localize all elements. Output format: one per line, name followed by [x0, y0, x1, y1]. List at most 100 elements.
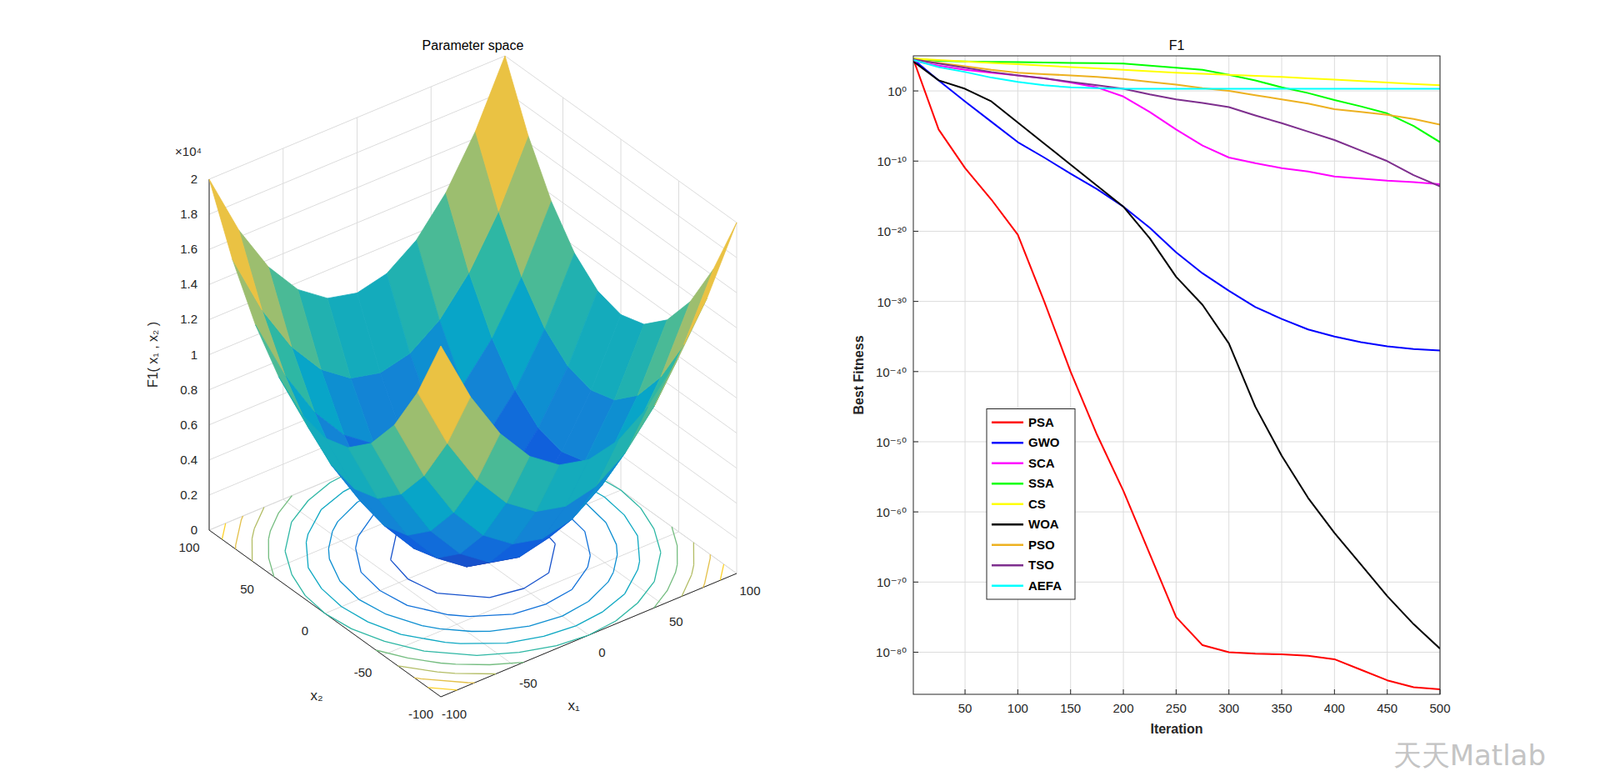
z-tick-label: 1 — [190, 347, 198, 362]
grid-line — [209, 179, 210, 530]
legend-label: SCA — [1028, 455, 1055, 470]
surface-chart: -100-50050100-100-5005010000.20.40.60.81… — [145, 38, 761, 721]
surface-patch — [232, 259, 285, 376]
legend-label: GWO — [1028, 435, 1060, 450]
z-tick-label: 1.6 — [180, 241, 198, 256]
frame — [913, 55, 1440, 695]
z-tick-label: 0.8 — [180, 382, 198, 397]
z-axis — [209, 179, 210, 530]
surface-patch — [684, 222, 737, 345]
y-tick-label: 10⁻²⁰ — [876, 224, 907, 239]
x-tick-label: 200 — [1113, 700, 1135, 715]
x-tick-label: 300 — [1218, 700, 1240, 715]
tick — [913, 230, 919, 232]
y-tick-label: 100 — [178, 540, 200, 555]
tick — [1334, 689, 1335, 695]
y-tick-label: 0 — [301, 623, 309, 638]
x-tick-label: -100 — [441, 706, 467, 721]
legend-swatch — [991, 421, 1024, 425]
x-tick-label: 350 — [1271, 700, 1293, 715]
grid-line — [1281, 55, 1283, 695]
legend-label: SSA — [1028, 475, 1055, 490]
figure: -100-50050100-100-5005010000.20.40.60.81… — [0, 0, 1600, 781]
z-tick-label: 0.4 — [180, 452, 198, 467]
tick — [913, 90, 919, 92]
grid-line — [1175, 55, 1177, 695]
tick — [913, 440, 919, 442]
grid-line — [913, 90, 1440, 92]
x-label: x₁ — [567, 697, 580, 714]
title: Parameter space — [422, 38, 525, 53]
y-tick-label: 10⁻¹⁰ — [876, 154, 907, 169]
y-tick-label: 10⁻⁸⁰ — [875, 645, 907, 660]
surface-patch — [261, 310, 315, 413]
plot-area — [913, 55, 1440, 695]
tick — [913, 370, 919, 372]
grid — [209, 55, 737, 697]
surface — [209, 55, 737, 567]
z-label: F1( x₁ , x₂ ) — [145, 321, 160, 388]
legend-swatch — [991, 585, 1024, 588]
surface-patch — [417, 345, 470, 444]
y-tick-label: 10⁰ — [887, 84, 907, 99]
z-tick-label: 1.8 — [180, 206, 198, 221]
y-tick-label: -100 — [408, 706, 434, 721]
legend-swatch — [991, 462, 1024, 465]
series-line — [913, 58, 1440, 142]
legend-label: PSA — [1028, 415, 1055, 430]
legend-swatch — [991, 441, 1024, 445]
grid-line — [913, 160, 1440, 162]
legend-swatch — [991, 544, 1024, 547]
series — [913, 58, 1440, 690]
tick — [1070, 689, 1071, 695]
x-label: Iteration — [1150, 721, 1203, 736]
series-line — [913, 60, 1440, 185]
surface-patch — [660, 269, 714, 378]
legend-label: WOA — [1028, 516, 1060, 531]
z-tick-label: 0.6 — [180, 417, 198, 432]
y-label: Best Fitness — [851, 335, 866, 415]
z-multiplier: ×10⁴ — [175, 144, 202, 159]
tick — [913, 581, 919, 583]
y-tick-label: 50 — [240, 581, 255, 596]
tick — [913, 511, 919, 513]
z-tick-label: 2 — [190, 171, 198, 186]
series-line — [913, 60, 1440, 89]
line-chart: 5010015020025030035040045050010⁻⁸⁰10⁻⁷⁰1… — [851, 38, 1546, 772]
legend-label: TSO — [1028, 557, 1055, 572]
legend-swatch — [991, 503, 1024, 506]
legend-swatch — [991, 564, 1024, 567]
title: F1 — [1169, 38, 1185, 53]
surface-patch — [595, 406, 648, 487]
grid-line — [1334, 55, 1335, 695]
x-tick-label: -50 — [519, 675, 538, 690]
legend-label: AEFA — [1028, 578, 1062, 593]
series-line — [913, 61, 1440, 650]
y-tick-label: 10⁻⁶⁰ — [875, 505, 907, 520]
grid-line — [913, 651, 1440, 653]
tick — [913, 160, 919, 162]
tick — [1386, 689, 1388, 695]
surface-patch — [209, 179, 262, 310]
grid-line — [913, 230, 1440, 232]
z-tick-label: 1.2 — [180, 311, 198, 326]
y-tick-label: -50 — [354, 665, 373, 680]
x-tick-label: 500 — [1429, 700, 1450, 715]
tick — [965, 689, 966, 695]
legend-label: CS — [1028, 496, 1046, 511]
grid-line — [1386, 55, 1388, 695]
x-tick-label: 50 — [958, 700, 973, 715]
tick — [1281, 689, 1283, 695]
tick — [913, 651, 919, 653]
legend-box — [986, 409, 1075, 600]
series-line — [913, 59, 1440, 186]
x-tick-label: 0 — [598, 645, 605, 660]
x-tick-label: 150 — [1060, 700, 1081, 715]
ticks — [913, 90, 1440, 695]
y-tick-label: 10⁻⁷⁰ — [876, 575, 907, 590]
y-tick-label: 10⁻³⁰ — [876, 295, 907, 310]
x-tick-label: 100 — [739, 583, 760, 598]
x-tick-label: 100 — [1007, 700, 1029, 715]
legend-swatch — [991, 523, 1024, 526]
z-tick-label: 0 — [190, 522, 198, 537]
